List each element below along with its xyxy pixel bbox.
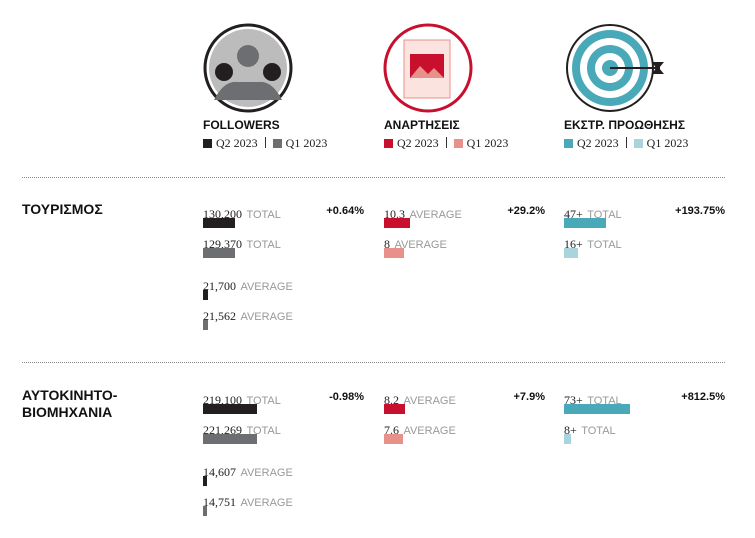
legend: Q2 2023 Q1 2023 [384,136,508,151]
change: +193.75% [675,205,725,217]
value-label: 14,751 [203,495,236,509]
value-label: 8+ [564,423,577,437]
column-title: FOLLOWERS [203,118,280,132]
value-label: 10.3 [384,207,405,221]
item-label: 14,607 AVERAGE [203,463,293,481]
legend-label: Q2 2023 [577,136,619,150]
change: +812.5% [681,391,725,403]
legend-label: Q2 2023 [397,136,439,150]
item-label: 21,700 AVERAGE [203,277,293,295]
bar [564,404,630,414]
unit: AVERAGE [409,209,462,221]
bar [384,404,405,414]
legend-swatch [633,139,643,148]
value-label: 21,562 [203,309,236,323]
unit: TOTAL [246,209,281,221]
value-label: 129,370 [203,237,242,251]
icons [203,23,664,113]
bar [564,248,579,258]
bar [203,434,258,444]
item-label: 16+ TOTAL [564,235,622,253]
value-label: 14,607 [203,465,236,479]
item-label: 8.2 AVERAGE [384,391,456,409]
value-label: 21,700 [203,279,236,293]
bar [203,320,209,330]
value-label: 7.6 [384,423,399,437]
item-label: 130,200 TOTAL [203,205,281,223]
item-label: 8+ TOTAL [564,421,616,439]
item-label: 14,751 AVERAGE [203,493,293,511]
legend-swatch [564,139,573,148]
change: +7.9% [513,391,546,403]
legend-label: Q1 2023 [466,136,509,150]
legend-label: Q2 2023 [216,136,258,150]
bar [203,248,235,258]
bar [384,434,403,444]
unit: TOTAL [581,425,616,437]
item-label: 129,370 TOTAL [203,235,281,253]
bar [384,218,410,228]
change: +0.64% [326,205,364,217]
legend-swatch [203,139,212,148]
bar [203,218,236,228]
divider [22,177,725,178]
value-label: 130,200 [203,207,242,221]
bar [203,290,209,300]
unit: AVERAGE [240,497,293,509]
bar [564,434,572,444]
change: -0.98% [329,391,364,403]
legend-label: Q1 2023 [646,136,689,150]
divider [22,362,725,363]
value-label: 8 [384,237,390,251]
bar [203,404,257,414]
item-label: 7.6 AVERAGE [384,421,456,439]
legend-swatch [384,139,393,148]
value-label: 47+ [564,207,583,221]
change: +29.2% [507,205,545,217]
bar [564,218,607,228]
value-label: 219,100 [203,393,242,407]
bar [203,506,207,516]
item-label: 10.3 AVERAGE [384,205,462,223]
value-label: 16+ [564,237,583,251]
value-label: 221,269 [203,423,242,437]
bar [384,248,404,258]
unit: AVERAGE [394,239,447,251]
item-label: 8 AVERAGE [384,235,447,253]
legend: Q2 2023 Q1 2023 [203,136,327,151]
unit: TOTAL [246,239,281,251]
legend-swatch [272,139,282,148]
value-label: 73+ [564,393,583,407]
item-label: 21,562 AVERAGE [203,307,293,325]
bar [203,476,207,486]
unit: AVERAGE [240,311,293,323]
unit: AVERAGE [403,425,456,437]
legend-label: Q1 2023 [285,136,328,150]
row-label: ΤΟΥΡΙΣΜΟΣ [22,201,103,217]
column-title: ΑΝΑΡΤΗΣΕΙΣ [384,118,460,132]
unit: TOTAL [587,239,622,251]
legend-swatch [453,139,463,148]
value-label: 8.2 [384,393,399,407]
legend: Q2 2023 Q1 2023 [564,136,688,151]
row-label: ΑΥΤΟΚΙΝΗΤΟ- [22,387,118,403]
column-title: ΕΚΣΤΡ. ΠΡΟΩΘΗΣΗΣ [564,118,686,132]
unit: AVERAGE [240,281,293,293]
row-label: ΒΙΟΜΗΧΑΝΙΑ [22,404,113,420]
unit: AVERAGE [403,395,456,407]
unit: AVERAGE [240,467,293,479]
